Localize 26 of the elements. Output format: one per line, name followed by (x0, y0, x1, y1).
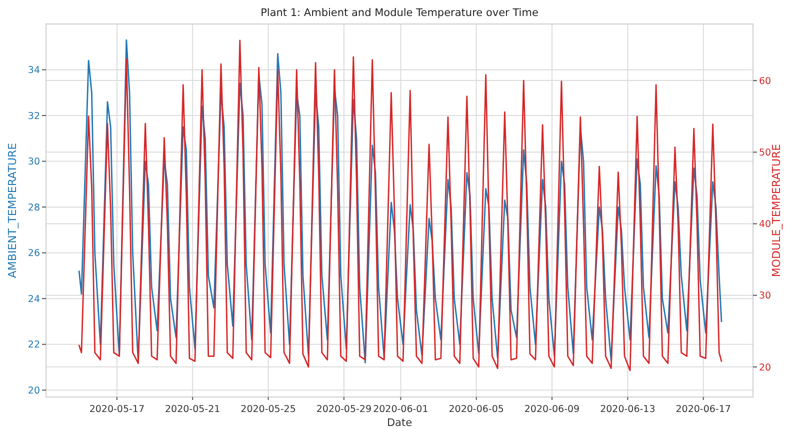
x-tick-label: 2020-05-17 (89, 404, 145, 415)
y-tick-label: 22 (28, 340, 40, 351)
x-tick-label: 2020-06-17 (676, 404, 731, 415)
x-tick-label: 2020-05-25 (240, 404, 296, 415)
x-tick-label: 2020-06-01 (373, 404, 428, 415)
y2-axis-title: MODULE_TEMPERATURE (770, 144, 783, 278)
y2-tick-label: 40 (759, 219, 772, 230)
y2-tick-label: 50 (759, 147, 772, 158)
y2-tick-label: 60 (759, 76, 772, 87)
y-axis-title: AMBIENT_TEMPERATURE (6, 142, 19, 278)
y-tick-label: 26 (28, 248, 40, 260)
chart-title: Plant 1: Ambient and Module Temperature over Time (260, 7, 538, 19)
y-tick-label: 28 (28, 202, 40, 214)
x-tick-label: 2020-06-05 (448, 404, 504, 415)
y-tick-label: 24 (28, 294, 40, 305)
x-tick-label: 2020-06-13 (600, 404, 656, 415)
y2-tick-label: 30 (759, 290, 772, 302)
x-tick-label: 2020-06-09 (524, 404, 580, 415)
y-tick-label: 32 (28, 110, 40, 122)
x-tick-label: 2020-05-29 (316, 404, 372, 415)
x-tick-label: 2020-05-21 (164, 404, 220, 415)
x-axis-title: Date (386, 417, 412, 429)
y-tick-label: 34 (28, 65, 40, 76)
y-tick-label: 30 (28, 156, 40, 168)
y2-tick-label: 20 (759, 362, 772, 374)
y-tick-label: 20 (28, 385, 40, 396)
